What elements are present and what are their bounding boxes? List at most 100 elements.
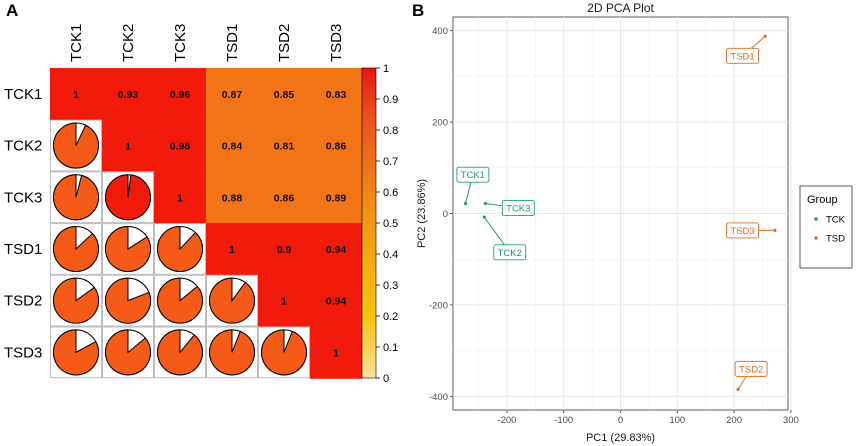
heatmap-cell	[154, 119, 207, 172]
pie-slice	[105, 277, 151, 324]
heatmap-cell	[310, 326, 363, 379]
pie-slice	[53, 277, 99, 324]
correlation-value: 0.94	[326, 296, 347, 308]
pca-title: 2D PCA Plot	[587, 1, 654, 15]
correlation-value: 0.93	[118, 89, 139, 101]
heatmap-cell	[310, 171, 363, 224]
pie-slice	[105, 225, 151, 272]
colorbar-tick-label: 0.5	[383, 218, 398, 230]
heatmap-cell	[258, 68, 311, 121]
legend-box	[799, 185, 853, 269]
panel-a-letter: A	[6, 1, 18, 20]
x-tick-label: 200	[726, 415, 742, 426]
data-point	[763, 34, 767, 38]
correlation-value: 1	[281, 296, 287, 308]
point-label-box	[734, 360, 768, 377]
heatmap-cell	[310, 68, 363, 121]
pie-slice	[53, 174, 99, 221]
correlation-value: 1	[177, 192, 183, 204]
legend-entry: TCK	[826, 215, 846, 226]
x-tick-label: 100	[669, 415, 685, 426]
heatmap-cell	[206, 68, 259, 121]
pca-legend: Group TCK TSD	[799, 185, 853, 269]
correlation-value: 1	[125, 141, 131, 153]
pie-slice	[209, 277, 255, 324]
pca-plot: -200 -100 0 100 200 300 -400 -200 0 200 400 2D PCA …	[416, 1, 799, 444]
y-tick-label: -400	[429, 392, 448, 403]
point-label: TCK2	[498, 248, 522, 259]
pie-slice	[157, 277, 203, 324]
colorbar-tick-label: 0.3	[383, 280, 398, 292]
data-point	[773, 228, 777, 233]
y-tick-label: -200	[429, 300, 448, 311]
heatmap-cell	[102, 119, 155, 172]
correlation-value: 0.86	[274, 192, 295, 204]
data-point	[483, 201, 487, 206]
row-label: TSD1	[4, 241, 42, 258]
row-label: TSD2	[4, 293, 42, 310]
pie-slice	[209, 329, 255, 376]
y-tick-label: 0	[443, 209, 448, 220]
colorbar-tick-label: 0.4	[383, 249, 398, 261]
pie-slice	[53, 329, 99, 376]
heatmap-cell	[206, 223, 259, 276]
column-label: TSD2	[276, 24, 293, 62]
point-label: TCK1	[461, 170, 485, 181]
colorbar: 0 0.1 0.2 0.3 0.4 0.5 0.6 0.7 0.8 0.9 1	[361, 63, 398, 385]
x-tick-label: -200	[497, 415, 516, 426]
point-label-box	[501, 200, 535, 216]
legend-marker	[814, 217, 818, 221]
row-label: TCK2	[4, 138, 42, 155]
column-label: TCK1	[68, 24, 85, 62]
colorbar-gradient	[361, 67, 377, 379]
correlation-value: 0.89	[326, 192, 347, 204]
correlation-value: 0.83	[326, 89, 347, 101]
column-label: TSD1	[224, 24, 241, 62]
pie-slice	[157, 225, 203, 272]
correlation-value: 0.85	[274, 89, 295, 101]
correlation-value: 0.87	[222, 89, 243, 101]
colorbar-tick-label: 0	[383, 373, 389, 385]
colorbar-tick-label: 0.1	[383, 342, 398, 354]
legend-marker	[814, 236, 818, 240]
point-label-box	[493, 244, 527, 261]
correlation-value: 1	[333, 347, 339, 359]
point-label-box	[726, 222, 760, 239]
x-tick-label: 300	[783, 415, 799, 426]
correlation-value: 1	[229, 244, 235, 256]
correlation-value: 0.98	[170, 141, 191, 153]
correlation-value: 0.96	[170, 89, 191, 101]
heatmap-cell	[206, 119, 259, 172]
heatmap-cell	[310, 274, 363, 328]
y-tick-label: 200	[432, 118, 448, 129]
pie-slice	[261, 329, 307, 376]
point-label: TSD1	[730, 51, 754, 62]
correlation-heatmap: 1 0.93 0.96 0.87 0.85 0.83 1 0.98 0.84 0.81 0.86 1 0…	[4, 24, 363, 379]
heatmap-cell	[258, 274, 311, 328]
data-point	[463, 201, 468, 206]
correlation-value: 0.94	[326, 244, 347, 256]
heatmap-cell	[258, 119, 311, 172]
heatmap-cell	[50, 68, 103, 121]
correlation-value: 0.88	[222, 192, 243, 204]
column-label: TCK2	[120, 24, 137, 62]
colorbar-tick-label: 0.8	[383, 125, 398, 137]
pie-slice	[105, 174, 151, 221]
heatmap-cell	[102, 68, 155, 121]
heatmap-cell	[206, 171, 259, 224]
correlation-value: 0.86	[326, 141, 347, 153]
heatmap-cell	[310, 223, 363, 276]
heatmap-cell	[258, 171, 311, 224]
row-label: TCK3	[4, 189, 42, 206]
x-tick-label: -100	[554, 415, 573, 426]
column-label: TSD3	[328, 24, 345, 62]
pie-slice	[105, 329, 151, 376]
correlation-value: 0.9	[277, 244, 292, 256]
heatmap-cell	[154, 68, 207, 121]
x-tick-label: 0	[618, 415, 623, 426]
point-label: TCK3	[506, 204, 530, 215]
y-tick-label: 400	[432, 26, 448, 37]
point-label: TSD2	[739, 364, 763, 375]
legend-entry: TSD	[826, 234, 845, 245]
